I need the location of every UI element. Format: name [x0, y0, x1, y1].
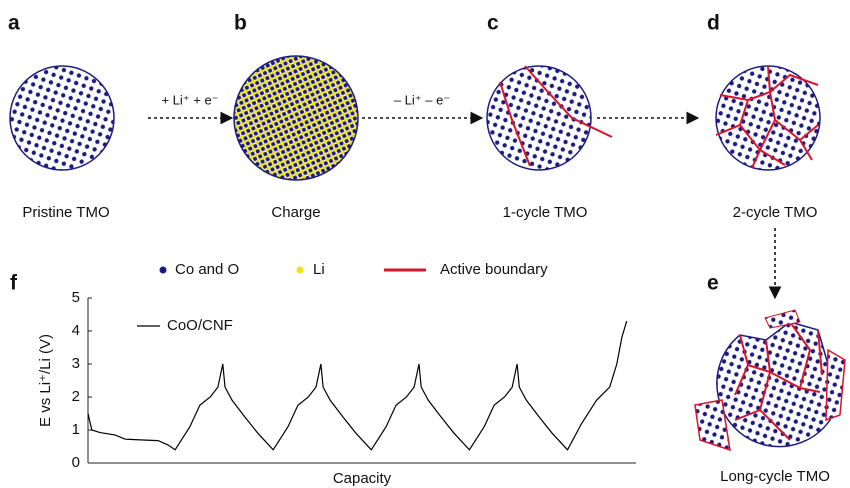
caption: 2-cycle TMO	[733, 204, 818, 221]
particle	[233, 55, 359, 181]
caption: Pristine TMO	[22, 204, 109, 221]
boundary-network	[734, 321, 823, 441]
panel-letter: c	[487, 12, 499, 35]
fragment	[694, 399, 731, 452]
y-axis-label: E vs Li⁺/Li (V)	[37, 334, 54, 427]
legend-label: CoO/CNF	[167, 317, 233, 334]
particle	[716, 321, 833, 448]
y-tick-label: 4	[72, 322, 80, 339]
panel-letter: f	[10, 272, 18, 295]
chart: 0 1 2 3 4 5 Capacity E vs Li⁺/Li (V) CoO/CNF	[37, 289, 636, 487]
boundary	[524, 65, 613, 138]
arrow-label: – Li⁺ – e⁻	[394, 92, 450, 107]
particle	[486, 65, 592, 171]
panel-letter: a	[8, 12, 20, 35]
caption: Long-cycle TMO	[720, 468, 830, 485]
panel-letter: b	[234, 12, 247, 35]
y-tick-label: 5	[72, 289, 80, 306]
legend-swatch	[296, 266, 304, 274]
caption: 1-cycle TMO	[503, 204, 588, 221]
boundary-network	[715, 65, 819, 169]
y-tick-label: 0	[72, 454, 80, 471]
y-tick-label: 2	[72, 388, 80, 405]
y-tick-label: 3	[72, 355, 80, 372]
legend-label: Li	[313, 261, 325, 278]
legend-swatch	[159, 266, 167, 274]
arrow-label: + Li⁺ + e⁻	[161, 92, 218, 107]
fragment	[764, 309, 801, 329]
caption: Charge	[271, 204, 320, 221]
fragment	[825, 348, 846, 422]
y-tick-label: 1	[72, 421, 80, 438]
panel-letter: d	[707, 12, 720, 35]
line	[87, 320, 628, 451]
legend-label: Co and O	[175, 261, 239, 278]
legend-label: Active boundary	[440, 261, 548, 278]
boundary	[499, 81, 531, 167]
particle	[9, 65, 115, 171]
panel-letter: e	[707, 272, 719, 295]
x-axis-label: Capacity	[333, 470, 392, 487]
